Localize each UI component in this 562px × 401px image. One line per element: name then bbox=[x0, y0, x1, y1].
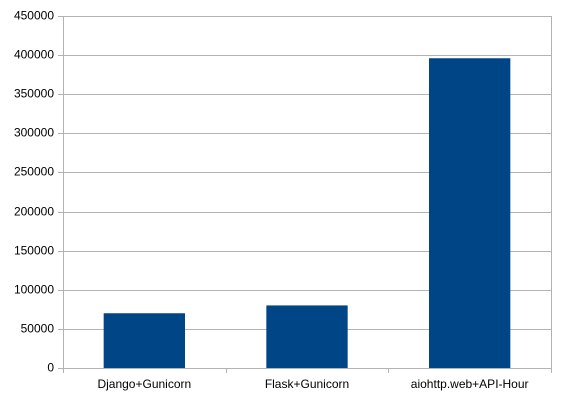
y-tick-label: 300000 bbox=[14, 126, 54, 140]
y-tick-label: 150000 bbox=[14, 244, 54, 258]
y-tick-label: 250000 bbox=[14, 165, 54, 179]
y-tick-label: 0 bbox=[47, 361, 54, 375]
y-tick-label: 50000 bbox=[21, 322, 55, 336]
bar bbox=[429, 58, 511, 369]
x-tick-label: Django+Gunicorn bbox=[97, 377, 191, 391]
y-tick-label: 100000 bbox=[14, 283, 54, 297]
y-tick-label: 450000 bbox=[14, 9, 54, 23]
y-tick-label: 400000 bbox=[14, 48, 54, 62]
y-tick-label: 350000 bbox=[14, 87, 54, 101]
x-tick-label: Flask+Gunicorn bbox=[265, 377, 349, 391]
bar bbox=[103, 313, 185, 368]
bar bbox=[266, 305, 348, 368]
y-tick-label: 200000 bbox=[14, 205, 54, 219]
x-tick-label: aiohttp.web+API-Hour bbox=[411, 377, 529, 391]
